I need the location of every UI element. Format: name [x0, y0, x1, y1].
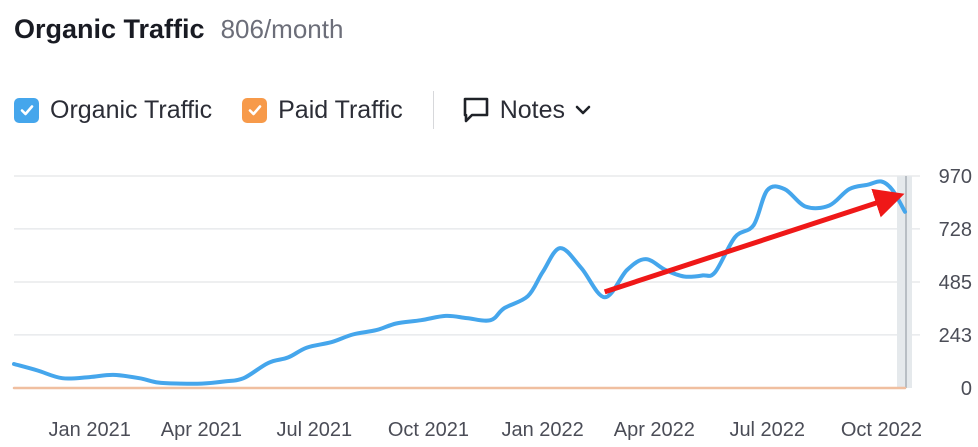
- chart-legend: Organic Traffic Paid Traffic Notes: [14, 90, 593, 130]
- legend-divider: [432, 91, 434, 129]
- x-tick-label: Jan 2021: [49, 419, 131, 441]
- check-icon: [20, 105, 33, 116]
- widget-header: Organic Traffic 806/month: [14, 14, 343, 58]
- speech-bubble-icon: [463, 97, 489, 123]
- legend-label-paid-traffic: Paid Traffic: [278, 95, 403, 124]
- legend-item-paid-traffic[interactable]: Paid Traffic: [242, 96, 403, 125]
- traffic-summary: 806/month: [220, 14, 344, 44]
- x-tick-label: Oct 2022: [841, 419, 922, 441]
- legend-label-organic-traffic: Organic Traffic: [50, 95, 213, 124]
- trend-arrow: [603, 188, 905, 295]
- series-line-organic-traffic: [12, 179, 907, 386]
- legend-item-organic-traffic[interactable]: Organic Traffic: [14, 96, 212, 125]
- x-tick-label: Apr 2021: [161, 419, 242, 441]
- y-tick-label: 243: [939, 325, 972, 347]
- check-icon: [248, 105, 261, 116]
- notes-dropdown[interactable]: Notes: [462, 96, 593, 125]
- x-tick-label: Oct 2021: [388, 419, 469, 441]
- x-tick-label: Jul 2021: [276, 419, 352, 441]
- y-tick-label: 485: [939, 272, 972, 294]
- y-tick-label: 728: [939, 219, 972, 241]
- x-tick-label: Apr 2022: [614, 419, 695, 441]
- paid-traffic-checkbox[interactable]: [242, 97, 268, 123]
- range-handle[interactable]: [897, 176, 912, 388]
- organic-traffic-checkbox[interactable]: [14, 97, 39, 123]
- notes-label: Notes: [499, 95, 566, 124]
- traffic-chart: 0 243 485 728 970 Jan 2021 Apr 2021 Jul 2021 Oc…: [12, 166, 972, 441]
- y-tick-label: 0: [961, 378, 972, 400]
- x-tick-label: Jan 2022: [501, 419, 583, 441]
- widget-title: Organic Traffic: [14, 14, 205, 44]
- x-tick-label: Jul 2022: [729, 419, 805, 441]
- y-tick-label: 970: [939, 166, 972, 188]
- chevron-down-icon: [575, 105, 591, 115]
